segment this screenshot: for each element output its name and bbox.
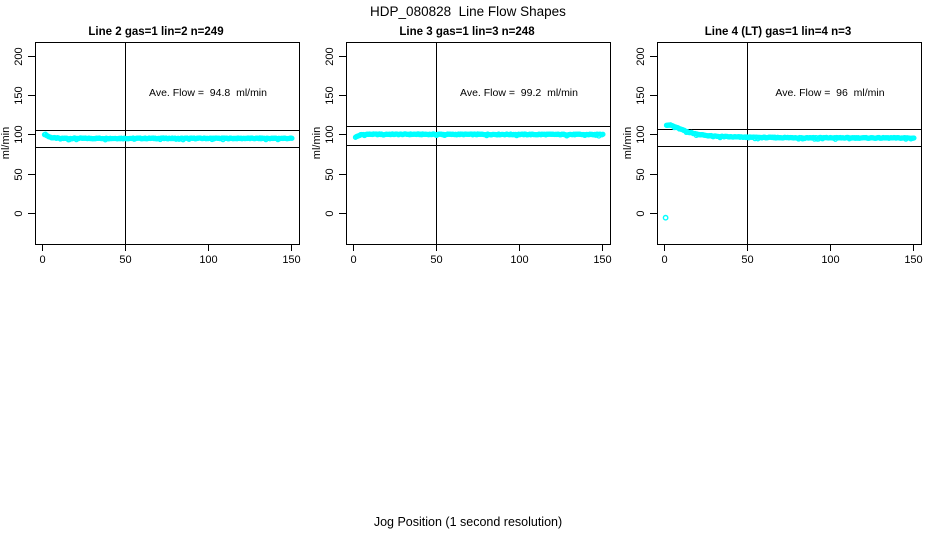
panel-title-line-2: Line 2 gas=1 lin=2 n=249	[88, 26, 224, 38]
x-axis-tick-label: 100	[510, 254, 528, 266]
x-axis-tick-label: 100	[821, 254, 839, 266]
y-axis-tick-label: 150	[13, 86, 25, 104]
panel-line-2: 0 50 100 150 0 50 100 150 200 ml/min Line 2 gas=1…	[0, 0, 312, 290]
x-axis-tick-label: 0	[350, 254, 356, 266]
y-axis-tick-label: 200	[324, 47, 336, 65]
x-axis-tick-label: 0	[39, 254, 45, 266]
outlier-point	[662, 214, 669, 221]
scatter-plot-line-2: 0 50 100 150 0 50 100 150 200 ml/min	[0, 42, 301, 266]
ave-flow-annotation-line-4: Ave. Flow = 96 ml/min	[775, 87, 885, 99]
y-axis-tick-label: 50	[13, 168, 25, 180]
plot-box	[657, 42, 922, 245]
ave-flow-annotation-line-3: Ave. Flow = 99.2 ml/min	[460, 87, 578, 99]
x-axis-tick-label: 150	[593, 254, 611, 266]
y-axis-tick-label: 0	[635, 210, 647, 216]
y-axis-tick-label: 100	[13, 125, 25, 143]
panel-title-line-3: Line 3 gas=1 lin=3 n=248	[399, 26, 535, 38]
panel-line-3: 0 50 100 150 0 50 100 150 200 ml/min Line 3 gas=1…	[311, 0, 623, 290]
ave-flow-annotation-line-2: Ave. Flow = 94.8 ml/min	[149, 87, 267, 99]
scatter-plot-line-4: 0 50 100 150 0 50 100 150 200 ml/min	[622, 42, 923, 266]
data-point	[600, 131, 606, 137]
y-axis-tick-label: 150	[324, 86, 336, 104]
data-point	[289, 135, 295, 141]
x-axis-tick-label: 50	[430, 254, 442, 266]
y-axis-tick-label: 200	[635, 47, 647, 65]
scatter-plot-line-3: 0 50 100 150 0 50 100 150 200 ml/min	[311, 42, 612, 266]
plot-box	[346, 42, 611, 245]
x-axis-tick-label: 150	[904, 254, 922, 266]
data-point	[911, 135, 917, 141]
x-axis-tick-label: 0	[661, 254, 667, 266]
main-title: HDP_080828 Line Flow Shapes	[370, 4, 566, 19]
y-axis-tick-label: 50	[635, 168, 647, 180]
y-axis-tick-label: 100	[324, 125, 336, 143]
y-axis-tick-label: 0	[13, 210, 25, 216]
panel-title-line-4: Line 4 (LT) gas=1 lin=4 n=3	[704, 26, 852, 38]
y-axis-tick-label: 150	[635, 86, 647, 104]
y-axis-tick-label: 50	[324, 168, 336, 180]
shared-x-axis-label: Jog Position (1 second resolution)	[373, 515, 563, 529]
plot-box	[35, 42, 300, 245]
y-axis-tick-label: 100	[635, 125, 647, 143]
y-axis-label: ml/min	[0, 127, 12, 159]
x-axis-tick-label: 50	[119, 254, 131, 266]
y-axis-tick-label: 200	[13, 47, 25, 65]
x-axis-tick-label: 50	[741, 254, 753, 266]
y-axis-tick-label: 0	[324, 210, 336, 216]
x-axis-tick-label: 150	[282, 254, 300, 266]
panel-line-4: 0 50 100 150 0 50 100 150 200 ml/min Line 4 (LT) …	[622, 0, 934, 290]
y-axis-label: ml/min	[311, 127, 323, 159]
y-axis-label: ml/min	[622, 127, 634, 159]
x-axis-tick-label: 100	[199, 254, 217, 266]
